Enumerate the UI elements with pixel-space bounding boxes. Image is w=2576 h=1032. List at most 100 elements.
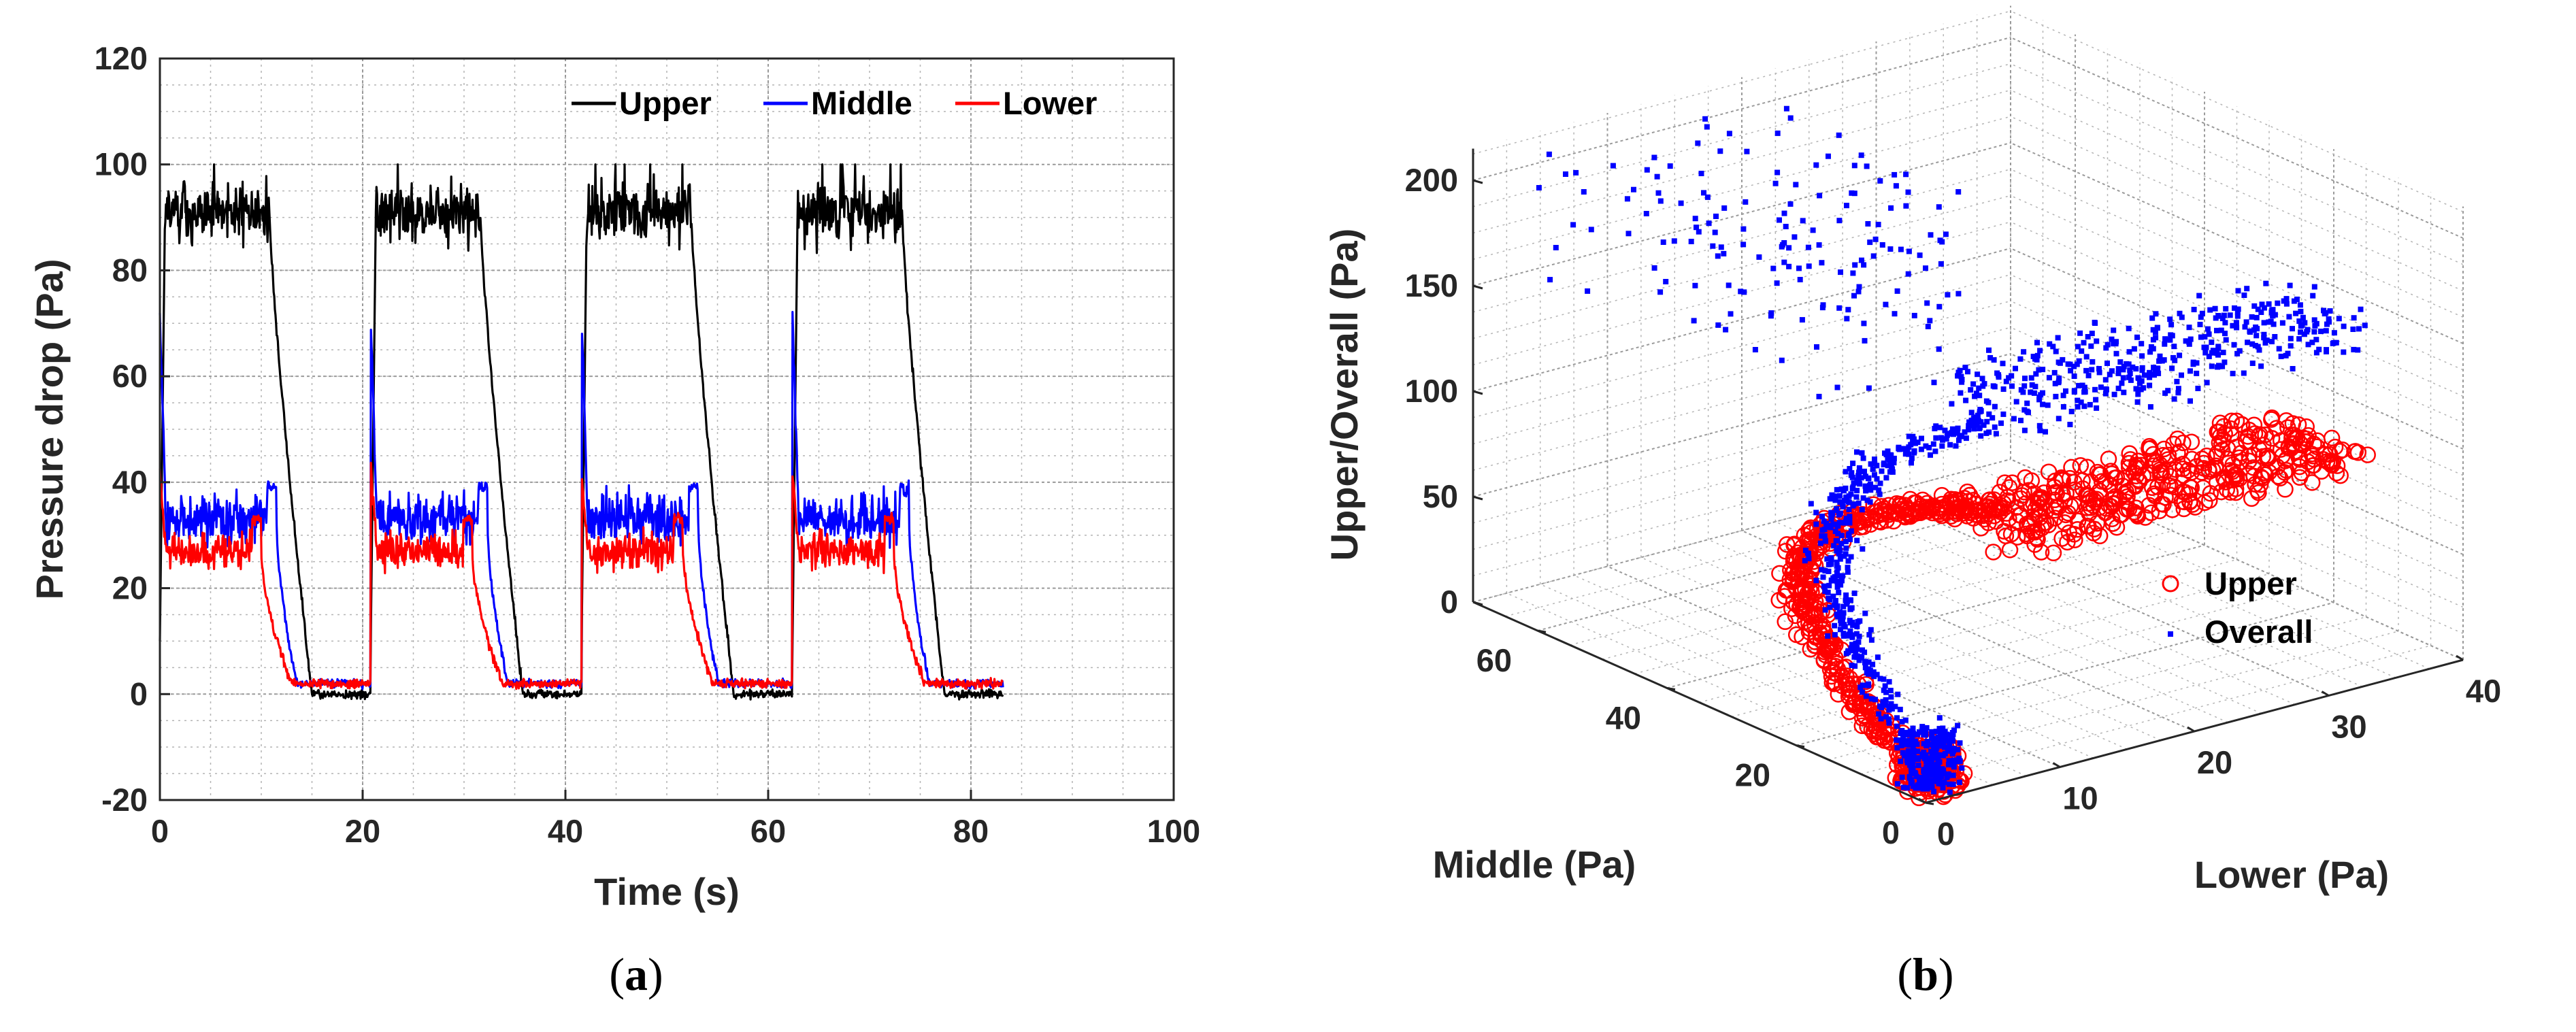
point-overall (2134, 334, 2140, 340)
point-overall (1836, 305, 1843, 311)
point-upper (1837, 667, 1855, 684)
point-overall (1861, 320, 1867, 327)
point-overall (1563, 171, 1568, 177)
point-overall (2150, 346, 2156, 352)
point-overall (1860, 647, 1865, 653)
point-overall (2263, 280, 2269, 286)
point-overall (2290, 366, 2296, 371)
point-overall (2151, 365, 2157, 371)
point-overall (1953, 759, 1959, 765)
point-overall (1865, 221, 1871, 227)
point-overall (1813, 510, 1819, 516)
point-overall (1825, 589, 1831, 595)
point-overall (1876, 487, 1882, 493)
point-overall (1843, 519, 1849, 525)
point-overall (2313, 350, 2319, 356)
point-overall (2162, 390, 2168, 396)
point-overall (1712, 229, 1718, 235)
point-overall (2243, 319, 2249, 325)
point-overall (1941, 771, 1947, 776)
point-overall (1894, 715, 1900, 721)
point-upper (2211, 414, 2229, 432)
point-overall (2029, 382, 2035, 388)
point-overall (2162, 341, 2168, 347)
point-overall (1965, 369, 1970, 375)
point-overall (1919, 782, 1926, 788)
point-overall (1625, 231, 1632, 237)
point-overall (2148, 371, 2154, 378)
point-overall (2261, 305, 2267, 311)
point-overall (1951, 746, 1957, 752)
point-overall (2111, 391, 2117, 397)
lower-tick-label: 10 (2062, 780, 2098, 816)
point-upper (2263, 430, 2281, 447)
point-overall (2046, 375, 2052, 381)
point-upper (1896, 497, 1914, 514)
point-overall (1898, 743, 1904, 749)
point-overall (2285, 350, 2291, 356)
point-overall (1797, 277, 1803, 282)
point-overall (1856, 469, 1862, 476)
point-upper (2291, 469, 2309, 486)
point-overall (1702, 116, 1708, 122)
point-overall (2165, 388, 2171, 394)
point-overall (1781, 259, 1787, 265)
point-overall (2120, 367, 2126, 373)
point-overall (1851, 590, 1857, 597)
grid-wall-right-h (2010, 248, 2464, 450)
point-overall (1847, 466, 1853, 471)
point-upper (1812, 631, 1830, 649)
point-overall (1838, 533, 1845, 539)
point-overall (1911, 748, 1917, 754)
point-overall (1678, 200, 1684, 206)
grid-wall-left-h (1472, 169, 2011, 313)
middle-tick-mark (1796, 744, 1805, 748)
point-overall (2172, 357, 2178, 363)
point-overall (1692, 282, 1698, 288)
point-overall (1936, 780, 1942, 786)
point-overall (2121, 389, 2127, 395)
point-overall (1919, 751, 1926, 757)
point-overall (2247, 328, 2253, 334)
point-overall (2102, 377, 2109, 383)
point-overall (1909, 733, 1915, 739)
point-overall (1721, 205, 1728, 211)
point-overall (2298, 308, 2304, 314)
point-overall (2071, 389, 2077, 395)
point-overall (1955, 425, 1961, 431)
point-overall (1977, 409, 1983, 415)
point-overall (1935, 761, 1941, 767)
point-overall (2109, 368, 2115, 374)
point-overall (1879, 468, 1885, 474)
point-overall (2104, 342, 2111, 348)
point-overall (1883, 689, 1889, 695)
point-upper (2078, 499, 2096, 516)
point-overall (1819, 260, 1825, 266)
point-overall (1862, 483, 1868, 489)
z-tick-labels-b: 0 50 100 150 200 (1405, 162, 1458, 620)
point-overall (2009, 383, 2015, 389)
point-overall (1938, 773, 1944, 780)
point-overall (1917, 784, 1923, 790)
point-overall (1950, 781, 1956, 787)
point-overall (1823, 520, 1829, 527)
point-overall (2030, 354, 2036, 359)
point-upper (2031, 509, 2049, 527)
middle-tick-mark (1666, 686, 1676, 690)
point-overall (1802, 558, 1808, 564)
point-overall (1847, 628, 1853, 634)
point-upper (2202, 485, 2219, 502)
point-overall (1826, 562, 1832, 567)
point-overall (1847, 618, 1853, 624)
point-overall (2075, 404, 2081, 410)
point-upper (1902, 507, 1919, 525)
point-overall (2092, 320, 2098, 326)
point-overall (2241, 370, 2247, 376)
point-overall (1943, 231, 1949, 237)
axes-b (1472, 148, 2464, 805)
point-overall (1835, 614, 1841, 620)
point-overall (2287, 282, 2293, 288)
point-overall (2288, 343, 2294, 349)
point-overall (1821, 583, 1827, 589)
point-overall (2194, 360, 2200, 366)
